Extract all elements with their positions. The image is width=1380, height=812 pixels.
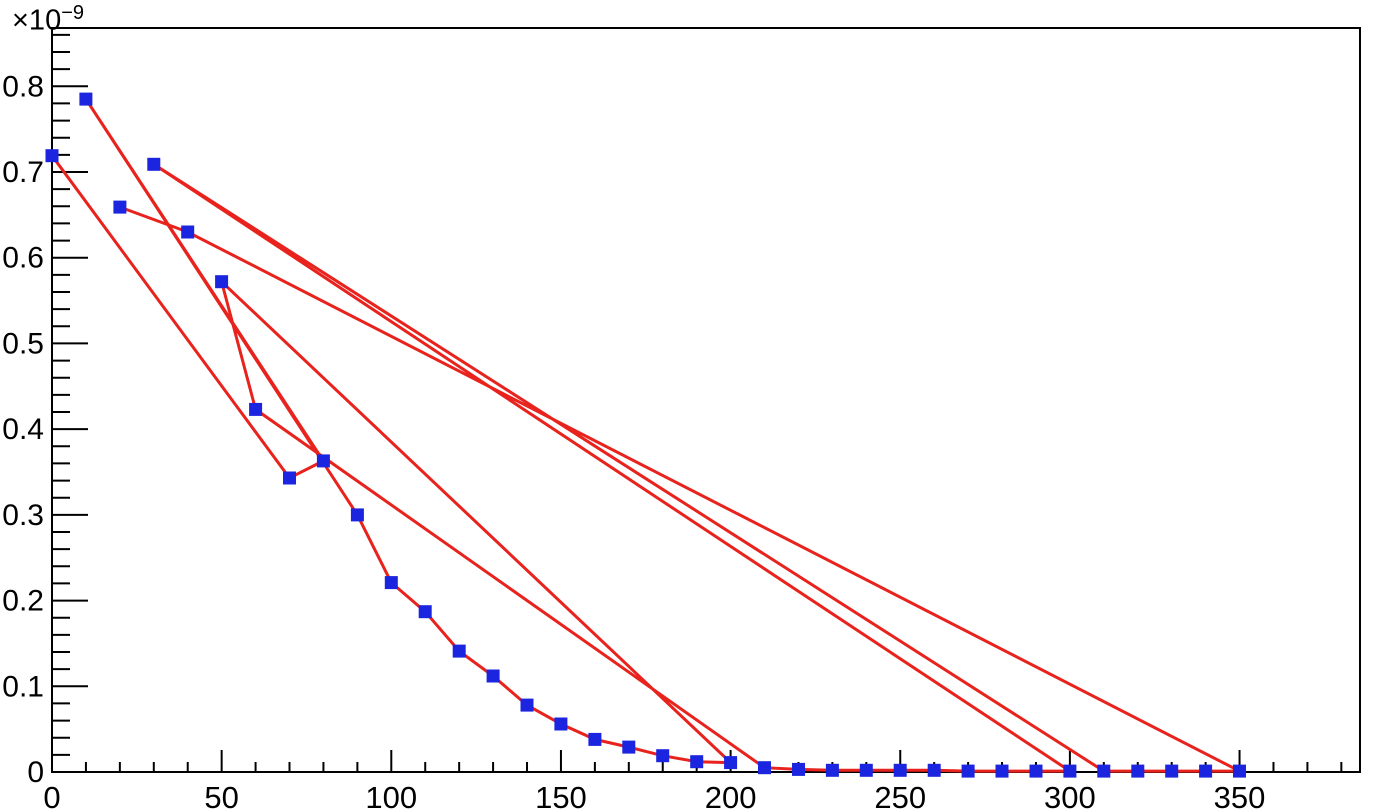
x-axis-tick-label: 350 [1214,780,1266,812]
graph-marker [147,157,161,171]
graph-marker [79,92,93,106]
graph-marker [588,732,602,746]
graph-marker [249,402,263,416]
y-axis-tick-label: 0 [27,756,44,789]
graph-marker [1199,764,1213,778]
graph-marker [1233,764,1246,778]
y-axis-tick-label: 0.6 [2,242,44,275]
graph-marker [1029,764,1043,778]
x-axis-tick-label: 0 [43,780,60,812]
y-axis-tick-label: 0.1 [2,670,44,703]
x-axis-tick-label: 250 [874,780,926,812]
graph-marker [452,644,466,658]
graph-line [50,98,1241,773]
graph-marker [859,763,873,777]
graph-marker [1131,764,1145,778]
graph-marker [927,763,941,777]
graph-marker [113,200,127,214]
y-axis-exponent-label: ×10−9 [12,2,84,38]
plot-frame [51,27,1361,773]
graph-marker [758,761,771,775]
graph-marker [520,698,534,712]
x-axis-tick-label: 50 [204,780,238,812]
exponent-prefix: ×10 [12,4,62,37]
y-axis-tick-label: 0.4 [2,413,44,446]
graph-marker [283,471,296,485]
graph-marker [1063,764,1077,778]
y-axis-tick-label: 0.7 [2,156,44,189]
graph-marker [554,717,568,731]
graph-marker [792,762,805,776]
x-axis-tick-label: 200 [705,780,757,812]
graph-marker [893,763,907,777]
graph-marker [622,740,636,754]
y-axis-tick-label: 0.2 [2,585,44,618]
graph-marker [825,763,839,777]
y-axis-tick-label: 0.8 [2,70,44,103]
graph-marker [181,225,195,239]
graph-marker [45,149,59,163]
graph-marker [1097,764,1111,778]
graph-marker [1165,764,1179,778]
x-axis-tick-label: 150 [535,780,587,812]
graph-marker [486,669,500,683]
graph-marker [995,764,1009,778]
exponent-superscript: −9 [61,2,85,24]
graph-marker [961,764,975,778]
graph-marker [350,508,364,522]
y-axis-tick-label: 0.5 [2,327,44,360]
graph-marker [724,756,738,770]
y-axis-tick-label: 0.3 [2,499,44,532]
graph-marker [656,749,670,763]
graph-marker [316,454,330,468]
x-axis-tick-label: 100 [365,780,417,812]
x-axis-tick-label: 300 [1044,780,1096,812]
graph-marker [384,576,398,590]
graph-marker [690,755,704,769]
graph-marker [418,605,432,619]
graph-marker [215,275,229,289]
